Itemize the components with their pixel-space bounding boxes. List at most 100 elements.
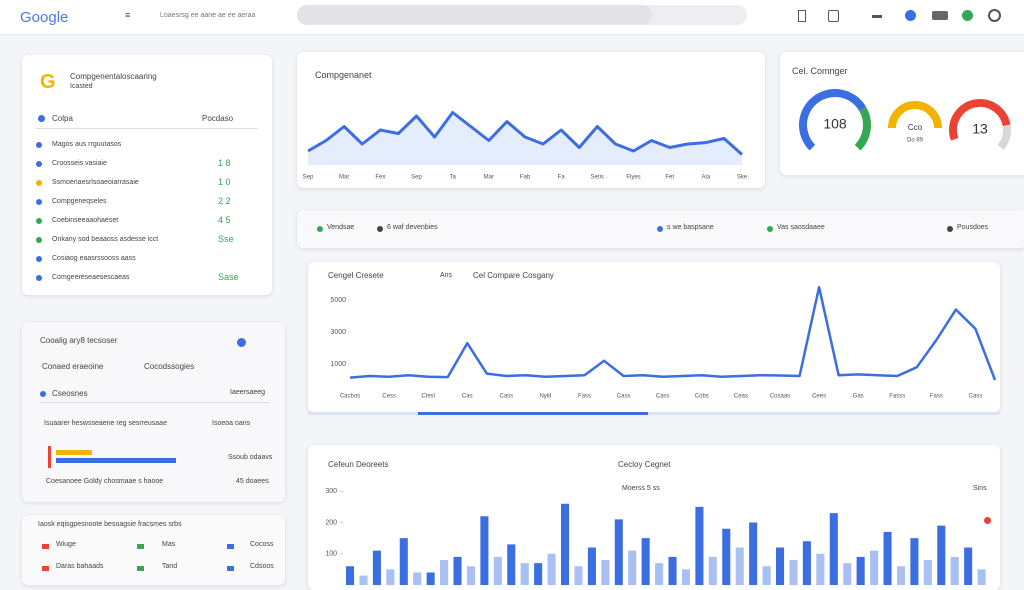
icon — [42, 566, 49, 571]
tab[interactable]: Cocodssogies — [144, 362, 195, 371]
card-subtitle: Icasted — [70, 83, 93, 90]
summary-card: G Compgenentaloscaaring Icasted Colpa Po… — [22, 55, 272, 295]
row-value: Ssoub odaavs — [228, 454, 273, 461]
dot — [36, 142, 42, 148]
list-item: Tand — [162, 563, 178, 570]
list-item: Cocoss — [250, 541, 274, 548]
chart-title: Cengel Cresete — [328, 271, 384, 280]
bar-chart-card: Cefeun Deoreets Cecloy Cegnet Moerss 5 s… — [308, 445, 1000, 590]
icon — [137, 566, 144, 571]
card-title: Cel. Comnger — [792, 66, 848, 76]
dot — [36, 275, 42, 281]
row-label: Comgeereseaesescaeas — [52, 274, 130, 281]
list-item: Wiuge — [56, 541, 76, 548]
row-value: Isoeoa oans — [212, 420, 251, 427]
dot — [36, 180, 42, 186]
list-item: Mas — [162, 541, 176, 548]
column-header: Colpa — [52, 114, 73, 123]
search-field[interactable] — [297, 5, 652, 25]
icon — [137, 544, 144, 549]
filter-dot — [377, 226, 383, 232]
icon[interactable] — [932, 11, 948, 20]
filter: Vendsae — [327, 224, 355, 231]
trend-card: Compgenanet — [297, 52, 765, 188]
tab[interactable]: Conaed eraeoine — [42, 362, 104, 371]
marker — [48, 446, 51, 468]
icon[interactable] — [237, 338, 246, 347]
row-label: Magos aus rrguutasos — [52, 141, 122, 148]
icon[interactable] — [872, 15, 882, 18]
header: Google ≡ Loaesrsg ee aane ae ee aeraa — [0, 0, 1024, 35]
row-label: Coebinseeaaohaeset — [52, 217, 119, 224]
main-chart-card: Cengel Cresete Ans Cel Compare Cosgany — [308, 262, 1000, 415]
row-value: Iaeersaeeg — [230, 389, 266, 396]
icon — [42, 544, 49, 549]
list-item: Cdsoos — [250, 563, 274, 570]
icon[interactable] — [962, 10, 973, 21]
row-label: Compgeneqseles — [52, 198, 107, 205]
row-value: 45 doaees — [236, 478, 269, 485]
card-title: Iaosk eqisgpesnoote besoagsie fracsmes s… — [38, 521, 182, 528]
progress — [56, 458, 176, 463]
divider — [40, 402, 270, 403]
logo[interactable]: Google — [20, 9, 69, 26]
row-value: 1 8 — [218, 158, 231, 168]
row-label: Cosiaog eaasrssooss aass — [52, 255, 136, 262]
filter-dot — [767, 226, 773, 232]
filter-bar: Vendsae 6 waf devenbies s we baspsane Vas s… — [297, 210, 1024, 248]
dot — [36, 161, 42, 167]
filter: Vas saosdaaee — [777, 224, 825, 231]
icon — [227, 566, 234, 571]
side-label: Sins — [973, 485, 987, 492]
row-value: Sase — [218, 272, 239, 282]
chart-subtitle: Ans — [440, 272, 453, 279]
alert-dot[interactable] — [984, 517, 991, 524]
filter: Pousdoes — [957, 224, 989, 231]
list-card: Iaosk eqisgpesnoote besoagsie fracsmes s… — [22, 515, 285, 585]
dot — [40, 391, 46, 397]
row-value: Sse — [218, 234, 234, 244]
chart-title: Cefeun Deoreets — [328, 460, 389, 469]
filter: s we baspsane — [667, 224, 714, 231]
row-label: Croosseis vasiaie — [52, 160, 107, 167]
dot — [36, 256, 42, 262]
row-value: 1 0 — [218, 177, 231, 187]
dot — [38, 115, 45, 122]
dot — [36, 218, 42, 224]
row-label: Ssmoenaesrlsoaeoiarrasaie — [52, 179, 139, 186]
row-label: Cseosnes — [52, 389, 88, 398]
row-label: Onkany sod beaaoss asdesse icct — [52, 236, 159, 243]
chart-title: Compgenanet — [315, 70, 372, 80]
icon — [227, 544, 234, 549]
column-header: Pocdaso — [202, 114, 234, 123]
chart-note: Moerss 5 ss — [622, 485, 660, 492]
breakdown-card: Cooalig ary8 tecsoser Conaed eraeoine Co… — [22, 322, 285, 502]
filter: 6 waf devenbies — [387, 224, 438, 231]
breadcrumb: Loaesrsg ee aane ae ee aeraa — [160, 12, 256, 19]
menu-icon[interactable]: ≡ — [125, 10, 131, 20]
scroll-track[interactable] — [308, 412, 1000, 415]
list-item: Daras bahaads — [56, 563, 104, 570]
progress — [56, 450, 92, 455]
row-value: 4 5 — [218, 215, 231, 225]
row-label: Isuaarer heswsseaene reg sesrreusaae — [44, 420, 167, 427]
search-bar[interactable] — [297, 5, 747, 25]
chart-subtitle: Cecloy Cegnet — [618, 460, 671, 469]
filter-dot — [947, 226, 953, 232]
scroll-thumb[interactable] — [418, 412, 648, 415]
g-icon: G — [40, 71, 56, 93]
icon[interactable] — [828, 10, 839, 22]
filter-dot — [657, 226, 663, 232]
card-title: Cooalig ary8 tecsoser — [40, 336, 118, 345]
legend-entry: Cel Compare Cosgany — [473, 271, 554, 280]
row-label: Coesanoee Goldy chosmaae s haooe — [46, 478, 164, 485]
filter-dot — [317, 226, 323, 232]
dot — [36, 237, 42, 243]
row-value: 2 2 — [218, 196, 231, 206]
gauge-card: Cel. Comnger — [780, 52, 1024, 175]
icon[interactable] — [905, 10, 916, 21]
icon[interactable] — [798, 10, 806, 22]
search-icon[interactable] — [988, 9, 1001, 22]
divider — [36, 128, 258, 129]
